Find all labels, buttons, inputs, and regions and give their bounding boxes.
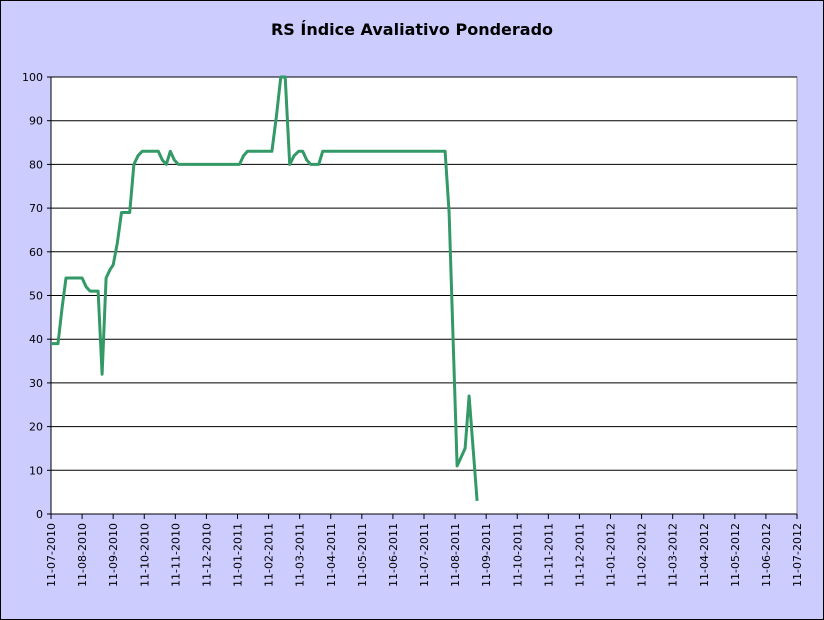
x-tick-label: 11-08-2011 <box>449 523 462 587</box>
x-tick-label: 11-10-2011 <box>511 523 524 587</box>
x-tick-label: 11-02-2011 <box>263 523 276 587</box>
y-tick-label: 20 <box>29 421 43 434</box>
x-tick-label: 11-04-2011 <box>325 523 338 587</box>
x-tick-label: 11-04-2012 <box>698 523 711 587</box>
y-tick-label: 30 <box>29 377 43 390</box>
gridlines <box>51 76 797 471</box>
x-tick-label: 11-09-2011 <box>480 523 493 587</box>
chart-title: RS Índice Avaliativo Ponderado <box>270 20 554 39</box>
x-tick-label: 11-06-2012 <box>760 523 773 587</box>
series-line <box>51 75 479 502</box>
y-tick-label: 70 <box>29 202 43 215</box>
x-tick-label: 11-08-2010 <box>76 523 89 587</box>
x-tick-label: 11-11-2010 <box>169 523 182 587</box>
y-tick-label: 60 <box>29 246 43 259</box>
x-tick-label: 11-03-2011 <box>294 523 307 587</box>
x-tick-label: 11-05-2011 <box>356 523 369 587</box>
y-axis: 0 10 20 30 40 50 60 70 80 90 100 <box>22 71 52 521</box>
x-tick-label: 11-06-2011 <box>387 523 400 587</box>
x-tick-label: 11-11-2011 <box>542 523 555 587</box>
x-tick-label: 11-03-2012 <box>667 523 680 587</box>
x-tick-label: 11-07-2010 <box>45 523 58 587</box>
y-tick-label: 80 <box>29 158 43 171</box>
x-tick-label: 11-02-2012 <box>636 523 649 587</box>
x-tick-label: 11-07-2011 <box>418 523 431 587</box>
y-tick-label: 10 <box>29 464 43 477</box>
y-tick-label: 50 <box>29 290 43 303</box>
y-tick-label: 0 <box>36 508 43 521</box>
series-layer <box>51 75 479 502</box>
y-tick-label: 90 <box>29 115 43 128</box>
y-tick-label: 40 <box>29 333 43 346</box>
x-tick-label: 11-09-2010 <box>107 523 120 587</box>
x-tick-label: 11-12-2010 <box>200 523 213 587</box>
x-tick-label: 11-12-2011 <box>573 523 586 587</box>
x-tick-label: 11-01-2011 <box>232 523 245 587</box>
x-tick-label: 11-07-2012 <box>791 523 804 587</box>
x-axis: 11-07-2010 11-08-2010 11-09-2010 11-10-2010… <box>45 513 804 587</box>
y-tick-label: 100 <box>22 71 43 84</box>
x-tick-label: 11-10-2010 <box>138 523 151 587</box>
x-tick-label: 11-05-2012 <box>729 523 742 587</box>
x-tick-label: 11-01-2012 <box>605 523 618 587</box>
